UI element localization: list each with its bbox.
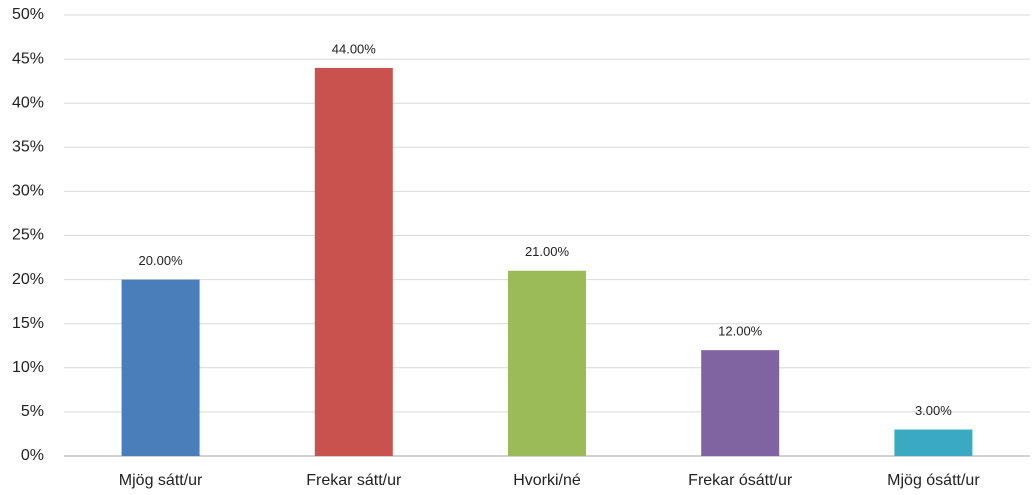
x-tick-label: Frekar sátt/ur (306, 472, 402, 489)
y-tick-label: 50% (12, 6, 44, 23)
y-tick-label: 30% (12, 183, 44, 200)
y-tick-label: 40% (12, 94, 44, 111)
y-tick-label: 10% (12, 359, 44, 376)
value-label: 12.00% (718, 324, 763, 339)
y-tick-label: 0% (21, 447, 44, 464)
y-tick-label: 20% (12, 271, 44, 288)
y-tick-label: 5% (21, 403, 44, 420)
value-label: 20.00% (139, 253, 184, 268)
bar (701, 350, 780, 456)
bar (894, 429, 973, 456)
bar (314, 67, 393, 457)
value-label: 21.00% (525, 244, 570, 259)
y-tick-label: 45% (12, 50, 44, 67)
x-tick-label: Hvorki/né (513, 472, 581, 489)
value-label: 3.00% (915, 403, 952, 418)
y-tick-label: 25% (12, 227, 44, 244)
bar (121, 279, 200, 456)
x-tick-label: Mjög ósátt/ur (887, 472, 980, 489)
value-label: 44.00% (332, 41, 377, 56)
bar (508, 270, 586, 456)
y-tick-label: 35% (12, 139, 44, 156)
x-tick-label: Frekar ósátt/ur (688, 472, 793, 489)
x-tick-label: Mjög sátt/ur (119, 472, 203, 489)
y-tick-label: 15% (12, 315, 44, 332)
